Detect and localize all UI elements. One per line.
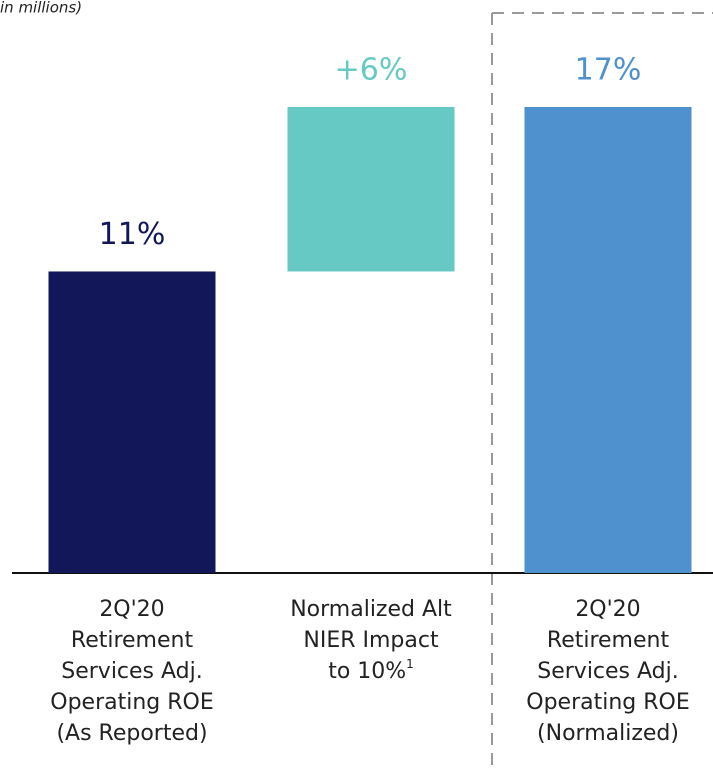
category-label: to 10%1 (328, 657, 414, 685)
category-text: to 10% (328, 659, 406, 684)
note: in millions) (0, 0, 82, 17)
category-label: Operating ROE (50, 690, 214, 715)
category-label: 2Q'20 (99, 597, 164, 622)
category-label: Services Adj. (537, 659, 679, 684)
category-label: NIER Impact (303, 628, 439, 653)
value-label: 11% (99, 217, 166, 252)
bar (524, 107, 692, 573)
bar (48, 271, 216, 573)
category-label: Normalized Alt (290, 597, 452, 622)
category-label: Retirement (71, 628, 194, 653)
category-label: Services Adj. (61, 659, 203, 684)
category-label: (As Reported) (56, 721, 207, 746)
footnote-marker: 1 (406, 657, 414, 671)
category-label: 2Q'20 (575, 597, 640, 622)
category-label: Operating ROE (526, 690, 690, 715)
value-label: 17% (575, 53, 642, 88)
category-label: Retirement (547, 628, 670, 653)
bar (287, 107, 455, 272)
highlight-box (491, 12, 713, 769)
value-label: +6% (335, 53, 408, 88)
category-label: (Normalized) (537, 721, 679, 746)
